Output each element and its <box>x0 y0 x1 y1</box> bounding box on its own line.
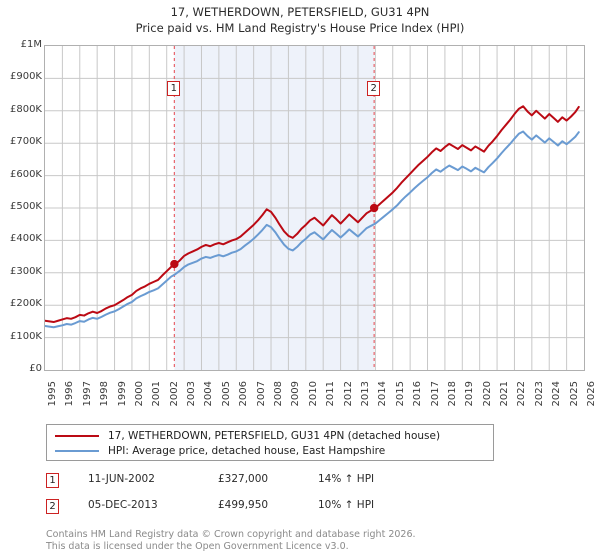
legend-item: 17, WETHERDOWN, PETERSFIELD, GU31 4PN (d… <box>47 428 493 443</box>
y-axis-tick-label: £100K <box>9 330 42 342</box>
price-line-chart <box>45 46 584 370</box>
y-axis-tick-label: £400K <box>9 233 42 245</box>
x-axis-tick-label: 2008 <box>273 381 285 407</box>
x-axis-tick-label: 2015 <box>394 381 406 407</box>
x-axis-tick-label: 2014 <box>377 381 389 407</box>
transaction-hpi-delta: 10% ↑ HPI <box>318 499 375 511</box>
legend-color-swatch <box>55 449 99 452</box>
y-axis-tick-label: £700K <box>9 136 42 148</box>
x-axis-tick-label: 1997 <box>81 381 93 407</box>
transaction-date: 05-DEC-2013 <box>88 499 158 511</box>
legend-item: HPI: Average price, detached house, East… <box>47 443 493 458</box>
x-axis-tick-label: 2019 <box>464 381 476 407</box>
footer-attribution: Contains HM Land Registry data © Crown c… <box>46 529 566 552</box>
x-axis-tick-label: 2004 <box>203 381 215 407</box>
x-axis-tick-label: 2026 <box>586 381 597 407</box>
footer-line-1: Contains HM Land Registry data © Crown c… <box>46 529 416 540</box>
y-axis-tick-label: £600K <box>9 168 42 180</box>
x-axis-tick-label: 2003 <box>186 381 198 407</box>
series-line <box>45 105 580 324</box>
x-axis-tick-label: 1998 <box>99 381 111 407</box>
y-axis-tick-label: £0 <box>29 363 42 374</box>
y-axis-tick-label: £300K <box>9 265 42 277</box>
table-row: 2 05-DEC-2013 £499,950 10% ↑ HPI <box>46 496 496 522</box>
x-axis-tick-label: 2001 <box>151 381 163 407</box>
chart-container: £0 £100K £200K £300K £400K £500K £600K £700K £80… <box>0 36 600 381</box>
y-axis-tick-label: £900K <box>9 71 42 83</box>
plot-area <box>44 45 585 371</box>
table-row: 1 11-JUN-2002 £327,000 14% ↑ HPI <box>46 470 496 496</box>
x-axis-tick-label: 2024 <box>551 381 563 407</box>
x-axis-tick-label: 2016 <box>412 381 424 407</box>
transaction-price: £499,950 <box>218 499 269 511</box>
x-axis-tick-label: 1995 <box>47 381 58 407</box>
transaction-index-badge[interactable]: 2 <box>46 499 59 514</box>
x-axis-tick-label: 2010 <box>307 381 319 407</box>
transaction-date: 11-JUN-2002 <box>88 473 155 485</box>
chart-legend: 17, WETHERDOWN, PETERSFIELD, GU31 4PN (d… <box>46 424 494 461</box>
transaction-point <box>369 203 379 213</box>
transaction-marker-badge[interactable]: 1 <box>167 81 181 96</box>
x-axis-tick-label: 2012 <box>342 381 354 407</box>
x-axis-tick-label: 2018 <box>446 381 458 407</box>
y-axis-labels: £0 £100K £200K £300K £400K £500K £600K £700K £80… <box>0 36 42 381</box>
x-axis-tick-label: 2021 <box>499 381 511 407</box>
transaction-price: £327,000 <box>218 473 269 485</box>
y-axis-tick-label: £200K <box>9 298 42 310</box>
x-axis-tick-label: 2005 <box>220 381 232 407</box>
x-axis-tick-label: 2006 <box>238 381 250 407</box>
x-axis-tick-label: 2011 <box>325 381 337 407</box>
chart-title-block: 17, WETHERDOWN, PETERSFIELD, GU31 4PN Pr… <box>0 4 600 36</box>
page-subtitle: Price paid vs. HM Land Registry's House … <box>135 21 465 35</box>
legend-label: 17, WETHERDOWN, PETERSFIELD, GU31 4PN (d… <box>108 429 441 442</box>
y-axis-tick-label: £800K <box>9 103 42 115</box>
x-axis-tick-label: 2017 <box>429 381 441 407</box>
x-axis-tick-label: 2020 <box>481 381 493 407</box>
x-axis-tick-label: 2007 <box>255 381 267 407</box>
transaction-marker-badge[interactable]: 2 <box>367 81 381 96</box>
x-axis-tick-label: 2002 <box>168 381 180 407</box>
legend-color-swatch <box>55 434 99 437</box>
x-axis-tick-label: 2025 <box>568 381 580 407</box>
page-title: 17, WETHERDOWN, PETERSFIELD, GU31 4PN <box>170 5 430 19</box>
x-axis-tick-label: 2009 <box>290 381 302 407</box>
y-axis-tick-label: £1M <box>20 39 42 50</box>
transactions-table: 1 11-JUN-2002 £327,000 14% ↑ HPI 2 05-DEC-201… <box>46 470 496 522</box>
x-axis-tick-label: 1996 <box>64 381 76 407</box>
transaction-hpi-delta: 14% ↑ HPI <box>318 473 375 485</box>
x-axis-tick-label: 2000 <box>133 381 145 407</box>
transaction-point <box>170 259 179 269</box>
x-axis-tick-label: 2013 <box>359 381 371 407</box>
legend-label: HPI: Average price, detached house, East… <box>108 444 386 457</box>
series-line <box>45 130 580 329</box>
transaction-index-badge[interactable]: 1 <box>46 473 59 488</box>
footer-line-2: This data is licensed under the Open Gov… <box>46 540 349 552</box>
x-axis-tick-label: 2022 <box>516 381 528 407</box>
y-axis-tick-label: £500K <box>9 201 42 212</box>
x-axis-tick-label: 2023 <box>533 381 545 407</box>
x-axis-tick-label: 1999 <box>116 381 128 407</box>
